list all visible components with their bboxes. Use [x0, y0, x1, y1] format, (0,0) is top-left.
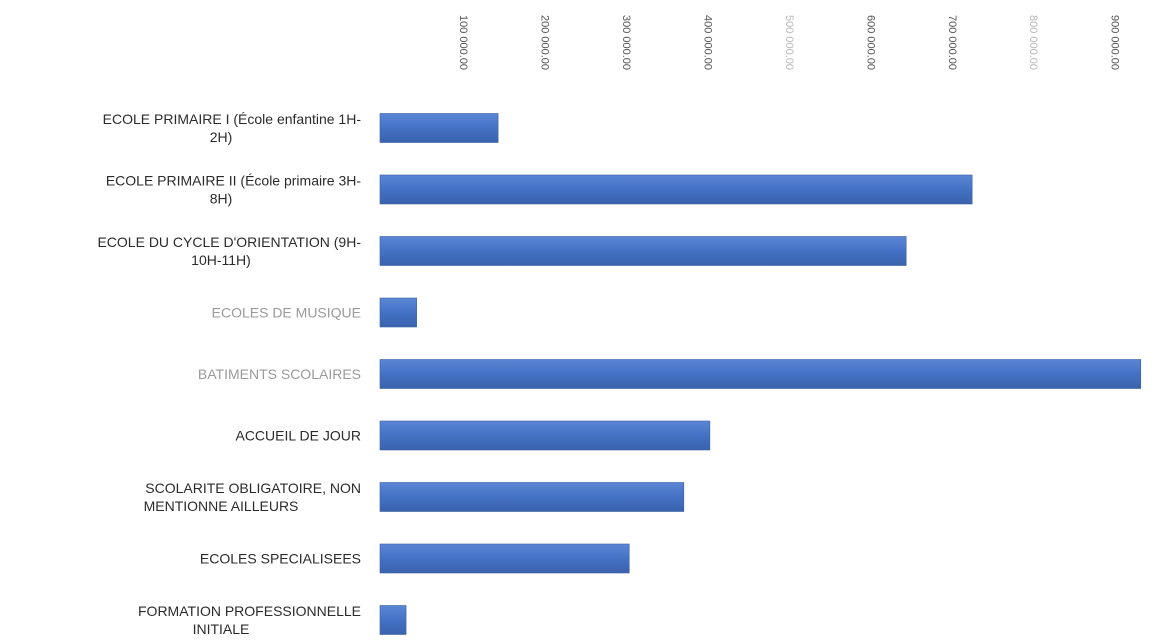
category-label: FORMATION PROFESSIONNELLE INITIALE	[138, 603, 361, 637]
bar	[379, 359, 1142, 389]
bar	[379, 482, 685, 512]
x-tick-label: 300 000.00	[620, 15, 632, 70]
bar	[379, 236, 907, 266]
bar	[379, 605, 407, 635]
bar	[379, 420, 711, 451]
category-label: ECOLE PRIMAIRE I (École enfantine 1H-2H)	[103, 111, 362, 145]
x-tick-label: 200 000.00	[539, 15, 551, 70]
x-tick-label: 600 000.00	[864, 15, 876, 70]
bar	[379, 174, 973, 205]
x-tick-label: 800 000.00	[1027, 15, 1039, 70]
category-label: ECOLE DU CYCLE D'ORIENTATION (9H-10H-11H…	[97, 234, 361, 268]
x-tick-label: 400 000.00	[701, 15, 713, 70]
x-tick-label: 500 000.00	[783, 15, 795, 70]
x-tick-label: 900 000.00	[1109, 15, 1121, 70]
x-axis: 100 000.00 200 000.00 300 000.00 400 000.00…	[457, 15, 1121, 70]
category-label: BATIMENTS SCOLAIRES	[198, 366, 361, 382]
category-label: SCOLARITE OBLIGATOIRE, NON MENTIONNE AILL…	[144, 480, 361, 514]
category-label: ECOLES DE MUSIQUE	[212, 305, 361, 321]
bar	[379, 543, 630, 574]
bar	[379, 297, 417, 328]
category-label: ECOLE PRIMAIRE II (École primaire 3H-8H)	[106, 173, 362, 207]
bar	[379, 113, 499, 143]
bars	[379, 113, 1142, 635]
x-tick-label: 100 000.00	[457, 15, 469, 70]
category-label: ACCUEIL DE JOUR	[235, 428, 361, 444]
category-label: ECOLES SPECIALISEES	[200, 551, 361, 567]
category-axis: ECOLE PRIMAIRE I (École enfantine 1H-2H)…	[97, 111, 361, 637]
x-tick-label: 700 000.00	[946, 15, 958, 70]
